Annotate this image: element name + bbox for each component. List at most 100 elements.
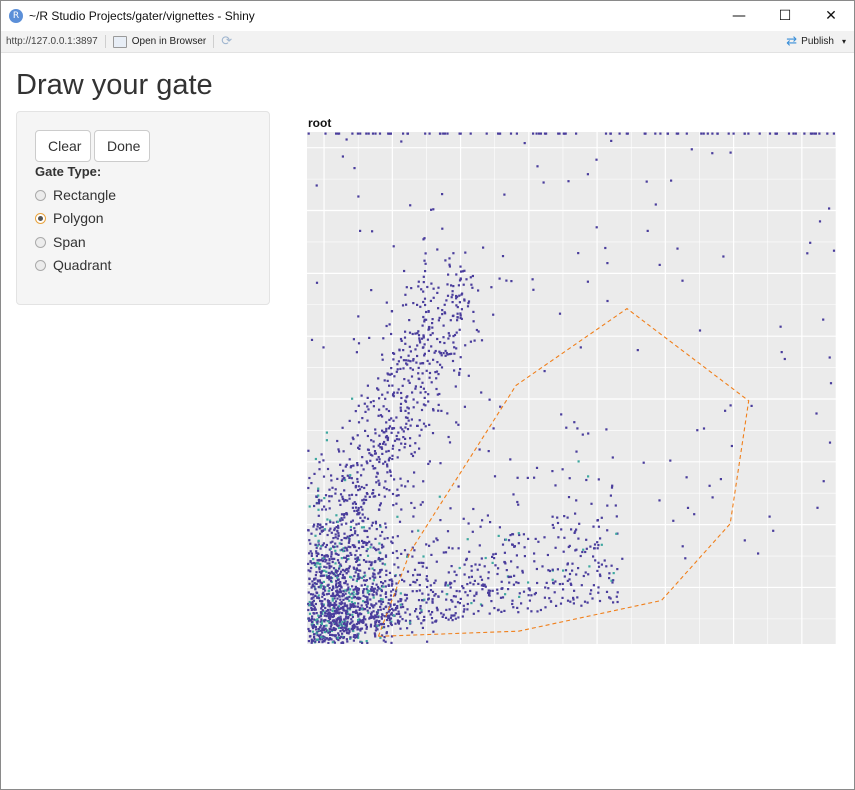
scatter-point: [325, 615, 328, 618]
scatter-point: [573, 531, 576, 534]
scatter-point: [322, 475, 326, 478]
scatter-point: [323, 565, 326, 568]
plot-panel[interactable]: [307, 132, 836, 644]
open-in-browser-button[interactable]: Open in Browser: [112, 35, 206, 48]
scatter-point: [374, 428, 377, 431]
scatter-point: [384, 592, 387, 596]
scatter-point: [366, 542, 369, 545]
scatter-point: [377, 609, 380, 612]
radio-rectangle[interactable]: [35, 189, 46, 201]
scatter-point: [325, 624, 328, 627]
radio-span[interactable]: [35, 236, 46, 248]
scatter-point: [587, 475, 590, 478]
scatter-point: [354, 587, 357, 591]
radio-quadrant[interactable]: [35, 259, 46, 271]
scatter-point: [366, 405, 369, 408]
close-button[interactable]: ✕: [825, 8, 837, 24]
scatter-point: [390, 372, 393, 375]
scatter-point: [428, 460, 431, 463]
scatter-point: [611, 484, 614, 487]
scatter-point: [330, 531, 333, 534]
scatter-point: [371, 582, 374, 585]
scatter-point: [354, 610, 357, 614]
scatter-point: [323, 625, 326, 628]
scatter-point: [616, 600, 619, 604]
maximize-button[interactable]: ☐: [778, 8, 792, 24]
scatter-point: [313, 504, 316, 508]
scatter-point: [312, 561, 316, 565]
scatter-point: [503, 609, 506, 612]
scatter-point: [335, 611, 338, 614]
scatter-point: [565, 426, 568, 429]
url-text[interactable]: http://127.0.0.1:3897: [6, 36, 98, 47]
scatter-point: [334, 635, 337, 638]
scatter-point: [446, 530, 450, 533]
scatter-point: [344, 580, 347, 583]
scatter-point: [597, 586, 600, 589]
scatter-point: [339, 637, 342, 640]
scatter-point: [359, 516, 362, 519]
scatter-point: [326, 562, 329, 565]
scatter-point: [354, 486, 357, 489]
scatter-point: [315, 550, 318, 553]
scatter-point: [325, 570, 328, 573]
scatter-point: [515, 581, 518, 584]
scatter-point: [361, 619, 365, 622]
gate-drawing-plot[interactable]: [307, 132, 836, 644]
scatter-point: [334, 574, 337, 578]
scatter-point: [319, 586, 322, 589]
scatter-point: [321, 603, 324, 606]
scatter-point: [487, 593, 491, 597]
refresh-icon[interactable]: ⟳: [221, 34, 233, 49]
scatter-point: [333, 527, 336, 530]
scatter-point: [559, 602, 563, 605]
scatter-point: [339, 463, 342, 466]
scatter-point: [422, 555, 425, 558]
scatter-point: [385, 301, 388, 304]
scatter-point: [328, 495, 331, 498]
chevron-down-icon[interactable]: ▾: [841, 37, 846, 46]
gate-type-option-span[interactable]: Span: [35, 234, 86, 250]
scatter-point: [325, 574, 328, 577]
publish-button[interactable]: ⇄ Publish ▾: [786, 34, 846, 49]
scatter-point: [424, 132, 427, 135]
scatter-point: [403, 549, 407, 552]
scatter-point: [307, 608, 310, 612]
scatter-point: [377, 508, 381, 511]
scatter-point: [510, 560, 513, 563]
scatter-point: [326, 575, 329, 578]
scatter-point: [362, 468, 365, 471]
scatter-point: [615, 515, 618, 518]
scatter-point: [391, 536, 394, 539]
scatter-point: [426, 359, 429, 362]
scatter-point: [596, 519, 599, 522]
scatter-point: [364, 541, 367, 544]
gate-type-option-rectangle[interactable]: Rectangle: [35, 187, 116, 203]
scatter-point: [353, 624, 356, 627]
scatter-point: [315, 632, 318, 635]
radio-polygon[interactable]: [35, 212, 46, 224]
gate-type-option-polygon[interactable]: Polygon: [35, 210, 104, 226]
scatter-point: [340, 542, 343, 545]
clear-button[interactable]: Clear: [35, 130, 91, 162]
scatter-point: [391, 582, 394, 585]
scatter-point: [445, 598, 448, 601]
scatter-point: [431, 601, 434, 604]
scatter-point: [399, 599, 402, 603]
scatter-point: [463, 563, 466, 566]
scatter-point: [325, 439, 328, 442]
scatter-point: [501, 255, 505, 258]
scatter-point: [511, 599, 514, 602]
polygon-gate-outline[interactable]: [377, 307, 750, 637]
scatter-point: [508, 575, 511, 578]
scatter-point: [463, 573, 466, 576]
plot-gridlines: [307, 132, 836, 644]
scatter-point: [375, 626, 378, 629]
scatter-point: [385, 488, 388, 491]
scatter-point: [610, 139, 613, 142]
scatter-point: [324, 494, 328, 497]
minimize-button[interactable]: —: [732, 8, 746, 24]
scatter-point: [322, 585, 325, 588]
done-button[interactable]: Done: [94, 130, 150, 162]
gate-type-option-quadrant[interactable]: Quadrant: [35, 257, 111, 273]
